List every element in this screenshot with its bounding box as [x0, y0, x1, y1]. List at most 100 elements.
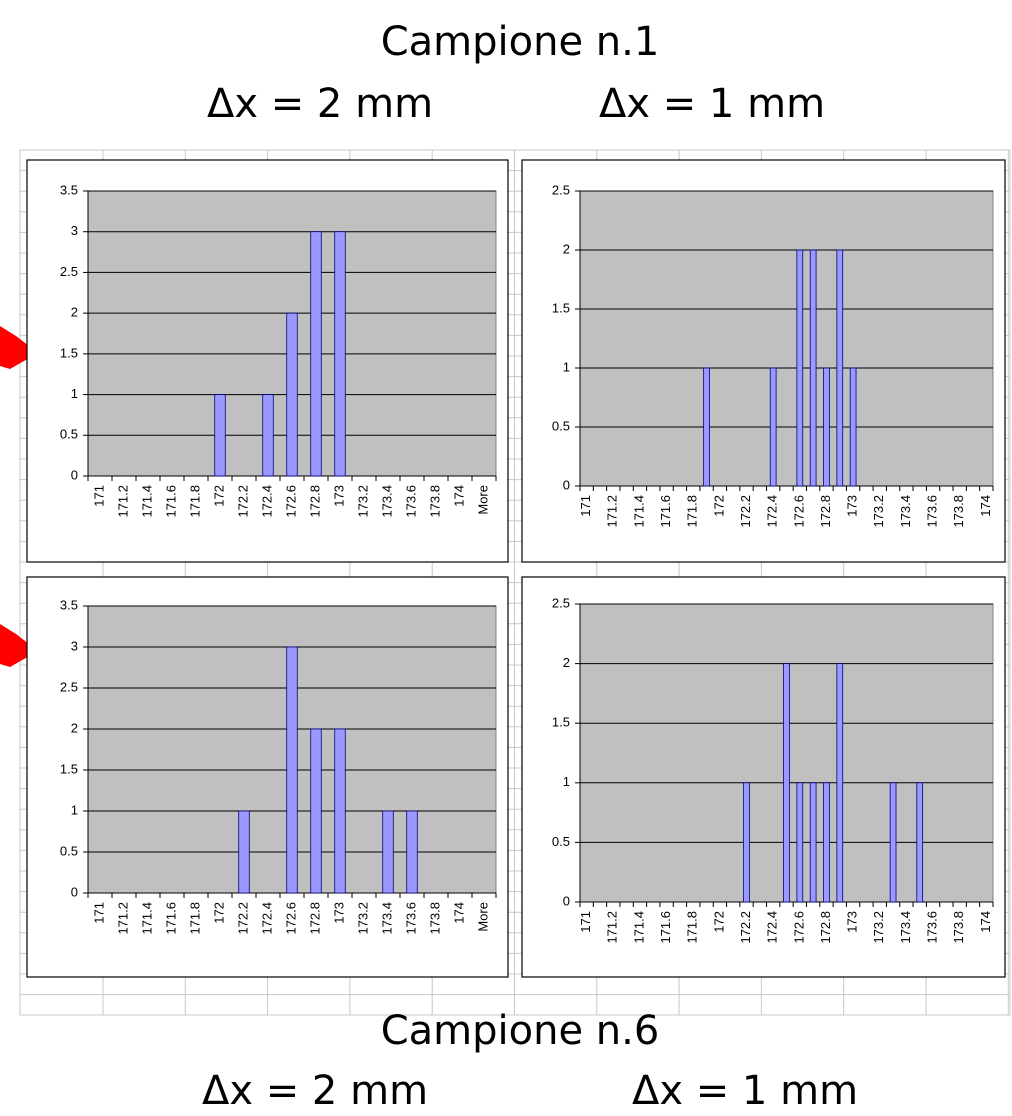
chart: 0 0.5 1 1.5 2 2.5 171 171.2 171.4 171.6 171.8 172 17… — [521, 159, 1006, 563]
x-tick-label: 172.4 — [259, 485, 274, 518]
header-title: Campione n.1 — [381, 19, 660, 65]
y-tick-label: 0 — [71, 884, 78, 899]
x-tick-label: 172 — [711, 911, 726, 933]
x-tick-label: 173.6 — [403, 485, 418, 518]
y-tick-label: 0 — [563, 477, 570, 492]
x-tick-label: 173.8 — [427, 485, 442, 518]
header-right: Δx = 1 mm — [599, 81, 825, 127]
x-tick-label: 174 — [978, 495, 993, 517]
bar — [809, 249, 817, 487]
x-tick-label: 172.8 — [307, 902, 322, 935]
bar — [823, 367, 830, 487]
x-tick-label: 171 — [91, 485, 106, 507]
x-tick-label: 171.4 — [139, 485, 154, 518]
y-tick-label: 2.5 — [60, 264, 78, 279]
y-tick-label: 0 — [71, 467, 78, 482]
x-tick-label: 172.4 — [765, 911, 780, 944]
x-tick-label: 173.2 — [871, 495, 886, 528]
bar — [334, 231, 346, 477]
bar — [703, 367, 710, 487]
x-tick-label: 171.8 — [187, 902, 202, 935]
x-tick-label: 172.6 — [283, 902, 298, 935]
bar — [286, 646, 298, 894]
x-tick-label: 171.2 — [605, 911, 620, 944]
y-tick-label: 0.5 — [552, 418, 570, 433]
x-tick-label: 173.2 — [355, 485, 370, 518]
bar — [743, 782, 750, 903]
x-tick-label: 173 — [845, 911, 860, 933]
x-tick-label: 172.8 — [307, 485, 322, 518]
x-tick-label: 172 — [211, 485, 226, 507]
x-tick-label: 171.6 — [658, 911, 673, 944]
y-tick-label: 0.5 — [552, 834, 570, 849]
bar — [262, 394, 274, 477]
x-tick-label: 172.8 — [818, 495, 833, 528]
bar — [796, 782, 804, 903]
y-tick-label: 0.5 — [60, 427, 78, 442]
bar — [238, 810, 250, 894]
bar — [836, 249, 844, 487]
y-tick-label: 2 — [563, 655, 570, 670]
bar — [310, 231, 322, 477]
x-tick-label: 171.2 — [605, 495, 620, 528]
x-tick-label: 173.6 — [403, 902, 418, 935]
x-tick-label: 171.6 — [163, 902, 178, 935]
x-tick-label: 171 — [91, 902, 106, 924]
bar — [406, 810, 418, 894]
header-left: Δx = 2 mm — [207, 81, 433, 127]
x-tick-label: 173.4 — [898, 911, 913, 944]
x-tick-label: 172.2 — [738, 495, 753, 528]
bar — [783, 663, 790, 903]
x-tick-label: 172.2 — [235, 902, 250, 935]
bar — [214, 394, 226, 477]
bar — [916, 782, 924, 903]
x-tick-label: More — [475, 902, 490, 932]
y-tick-label: 1 — [71, 386, 78, 401]
x-tick-label: 173.6 — [924, 495, 939, 528]
x-tick-label: 171 — [578, 495, 593, 517]
y-tick-label: 1 — [563, 774, 570, 789]
y-tick-label: 3 — [71, 223, 78, 238]
y-tick-label: 3.5 — [60, 597, 78, 612]
x-tick-label: 172.2 — [738, 911, 753, 944]
y-tick-label: 2 — [71, 305, 78, 320]
x-tick-label: 173.8 — [427, 902, 442, 935]
x-tick-label: 171.4 — [139, 902, 154, 935]
x-tick-label: 171.2 — [115, 485, 130, 518]
x-tick-label: 171.6 — [163, 485, 178, 518]
y-tick-label: 2 — [563, 241, 570, 256]
x-tick-label: 174 — [978, 911, 993, 933]
y-tick-label: 1.5 — [552, 300, 570, 315]
x-tick-label: 171.4 — [631, 495, 646, 528]
x-tick-label: 173 — [331, 485, 346, 507]
y-tick-label: 0.5 — [60, 843, 78, 858]
y-tick-label: 1.5 — [552, 715, 570, 730]
bar — [769, 367, 777, 487]
y-tick-label: 2 — [71, 720, 78, 735]
x-tick-label: 172.8 — [818, 911, 833, 944]
bar — [796, 249, 804, 487]
x-tick-label: 172.4 — [259, 902, 274, 935]
footer-left: Δx = 2 mm — [202, 1068, 428, 1114]
y-tick-label: 0 — [563, 893, 570, 908]
x-tick-label: 173.8 — [951, 495, 966, 528]
x-tick-label: 173 — [331, 902, 346, 924]
x-tick-label: 173.8 — [951, 911, 966, 944]
y-tick-label: 2.5 — [552, 595, 570, 610]
footer-right: Δx = 1 mm — [632, 1068, 858, 1114]
y-tick-label: 2.5 — [60, 679, 78, 694]
y-tick-label: 1.5 — [60, 761, 78, 776]
plot-area — [579, 190, 994, 487]
chart: 0 0.5 1 1.5 2 2.5 3 3.5 171 171.2 171.4 171.6 171.8 1… — [26, 576, 509, 978]
y-tick-label: 1 — [71, 802, 78, 817]
bar — [310, 728, 322, 894]
y-tick-label: 1.5 — [60, 345, 78, 360]
x-tick-label: More — [475, 485, 490, 515]
bar — [809, 782, 817, 903]
x-tick-label: 172.6 — [283, 485, 298, 518]
x-tick-label: 173.6 — [924, 911, 939, 944]
x-tick-label: 172 — [211, 902, 226, 924]
chart: 0 0.5 1 1.5 2 2.5 3 3.5 171 171.2 171.4 171.6 171.8 1… — [26, 159, 509, 563]
x-tick-label: 171.6 — [658, 495, 673, 528]
